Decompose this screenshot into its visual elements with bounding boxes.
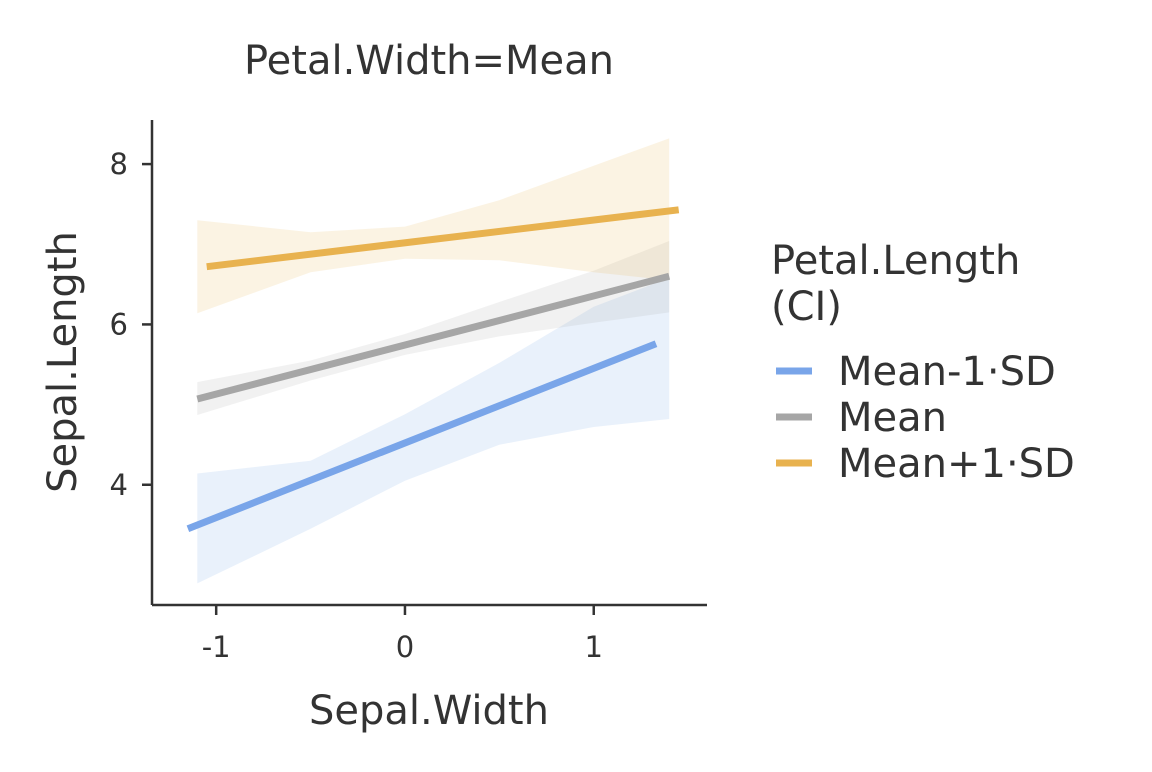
y-tick-label: 8 — [110, 147, 128, 181]
y-tick-label: 6 — [110, 307, 128, 341]
legend-item-mean: Mean — [776, 395, 947, 441]
legend-item-mean-1-sd: Mean-1·SD — [776, 349, 1056, 395]
x-axis-ticks: -1 0 1 — [202, 605, 603, 664]
legend-title-line-2: (CI) — [771, 284, 842, 330]
legend-label-mean: Mean — [838, 395, 947, 441]
y-tick-label: 4 — [110, 468, 128, 502]
legend-title-line-1: Petal.Length — [771, 238, 1020, 284]
x-tick-label: 1 — [585, 630, 603, 664]
series-lines — [186, 206, 680, 533]
chart-title: Petal.Width=Mean — [244, 38, 614, 84]
y-axis-ticks: 4 6 8 — [110, 147, 152, 502]
y-axis-title: Sepal.Length — [40, 231, 86, 493]
x-axis-title: Sepal.Width — [309, 688, 549, 734]
series-line-mean-1-sd — [186, 340, 658, 533]
legend-label-mean-1-sd: Mean+1·SD — [838, 441, 1075, 487]
series-line-mean-1-sd — [206, 206, 680, 271]
x-tick-label: -1 — [202, 630, 231, 664]
ci-band-mean-1-sd — [197, 138, 670, 314]
legend-item-mean-1-sd: Mean+1·SD — [776, 441, 1075, 487]
x-tick-label: 0 — [396, 630, 414, 664]
series-line-mean — [196, 272, 671, 403]
legend-label-mean-1-sd: Mean-1·SD — [838, 349, 1056, 395]
